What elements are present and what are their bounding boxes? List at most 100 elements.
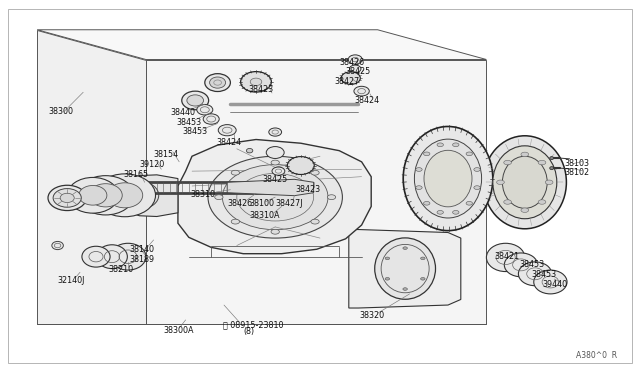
Text: 38425: 38425 — [346, 67, 371, 76]
Text: 38453: 38453 — [176, 118, 201, 126]
Polygon shape — [125, 175, 178, 217]
Ellipse shape — [493, 146, 557, 219]
Ellipse shape — [79, 186, 107, 205]
Text: 38300A: 38300A — [163, 326, 194, 335]
Ellipse shape — [107, 183, 143, 208]
Ellipse shape — [89, 184, 122, 207]
Ellipse shape — [504, 253, 538, 277]
Ellipse shape — [287, 157, 314, 174]
Text: 38165: 38165 — [124, 170, 148, 179]
Ellipse shape — [550, 157, 554, 160]
Ellipse shape — [486, 243, 525, 272]
Text: 39120: 39120 — [140, 160, 164, 169]
Ellipse shape — [205, 74, 230, 92]
Polygon shape — [37, 30, 486, 60]
Ellipse shape — [420, 278, 425, 280]
Ellipse shape — [231, 170, 239, 175]
Ellipse shape — [504, 160, 511, 165]
Ellipse shape — [311, 170, 319, 175]
Ellipse shape — [403, 288, 408, 290]
Text: 38426: 38426 — [339, 58, 364, 67]
Ellipse shape — [94, 174, 156, 217]
Ellipse shape — [77, 176, 134, 215]
Ellipse shape — [534, 270, 567, 294]
Ellipse shape — [272, 167, 285, 175]
Ellipse shape — [97, 245, 127, 269]
Ellipse shape — [110, 243, 146, 270]
Ellipse shape — [424, 150, 472, 207]
Text: 38453: 38453 — [531, 270, 556, 279]
Ellipse shape — [466, 201, 472, 205]
Ellipse shape — [416, 168, 422, 171]
Ellipse shape — [538, 200, 546, 204]
Ellipse shape — [420, 257, 425, 260]
Text: 38427J: 38427J — [275, 199, 303, 208]
Ellipse shape — [271, 160, 280, 165]
Polygon shape — [178, 140, 371, 254]
Ellipse shape — [210, 77, 226, 88]
Text: 32140J: 32140J — [58, 276, 85, 285]
Ellipse shape — [403, 247, 408, 249]
Text: 38426: 38426 — [228, 199, 253, 208]
Text: 38100: 38100 — [250, 199, 275, 208]
Text: (8): (8) — [243, 327, 254, 336]
Ellipse shape — [521, 152, 529, 157]
Ellipse shape — [483, 136, 566, 229]
Ellipse shape — [208, 156, 342, 238]
Polygon shape — [37, 30, 146, 324]
Ellipse shape — [341, 72, 360, 84]
Ellipse shape — [550, 167, 554, 170]
Ellipse shape — [67, 177, 118, 213]
Polygon shape — [146, 60, 486, 324]
Ellipse shape — [60, 193, 74, 202]
Polygon shape — [349, 230, 461, 308]
Ellipse shape — [545, 180, 553, 185]
Text: 38424: 38424 — [216, 138, 241, 147]
Ellipse shape — [271, 229, 280, 234]
Text: 38320: 38320 — [360, 311, 385, 320]
Text: 38102: 38102 — [564, 169, 589, 177]
Text: 38424: 38424 — [355, 96, 380, 105]
Ellipse shape — [375, 238, 435, 299]
Ellipse shape — [474, 186, 480, 189]
Ellipse shape — [437, 211, 444, 214]
Text: 38140: 38140 — [130, 246, 155, 254]
Ellipse shape — [231, 219, 239, 224]
Ellipse shape — [385, 278, 390, 280]
Ellipse shape — [502, 156, 547, 208]
Ellipse shape — [354, 86, 369, 96]
Text: 38310: 38310 — [191, 190, 216, 199]
Ellipse shape — [437, 143, 444, 147]
Ellipse shape — [327, 195, 336, 199]
Ellipse shape — [416, 186, 422, 189]
Ellipse shape — [424, 201, 430, 205]
Ellipse shape — [497, 180, 504, 185]
Text: 38154: 38154 — [154, 150, 179, 159]
Text: 38440: 38440 — [170, 108, 195, 117]
Ellipse shape — [348, 55, 362, 64]
Text: 38210: 38210 — [109, 265, 134, 274]
Ellipse shape — [204, 114, 219, 124]
Ellipse shape — [52, 241, 63, 250]
Text: 38189: 38189 — [130, 255, 155, 264]
Ellipse shape — [474, 168, 480, 171]
Ellipse shape — [269, 128, 282, 136]
Text: Ⓜ 08915-23810: Ⓜ 08915-23810 — [223, 320, 284, 329]
Ellipse shape — [424, 152, 430, 156]
Ellipse shape — [504, 200, 511, 204]
Ellipse shape — [521, 208, 529, 212]
Ellipse shape — [246, 148, 253, 153]
Ellipse shape — [223, 164, 328, 230]
Ellipse shape — [82, 246, 110, 267]
Ellipse shape — [187, 95, 204, 106]
Polygon shape — [227, 179, 314, 196]
Text: 38423: 38423 — [248, 85, 273, 94]
Text: 38425: 38425 — [262, 175, 287, 184]
Ellipse shape — [182, 91, 209, 110]
Text: 38453: 38453 — [182, 127, 207, 136]
Ellipse shape — [241, 71, 271, 92]
Ellipse shape — [385, 257, 390, 260]
Ellipse shape — [125, 182, 159, 208]
Ellipse shape — [250, 78, 262, 86]
Text: 38421: 38421 — [494, 252, 519, 261]
